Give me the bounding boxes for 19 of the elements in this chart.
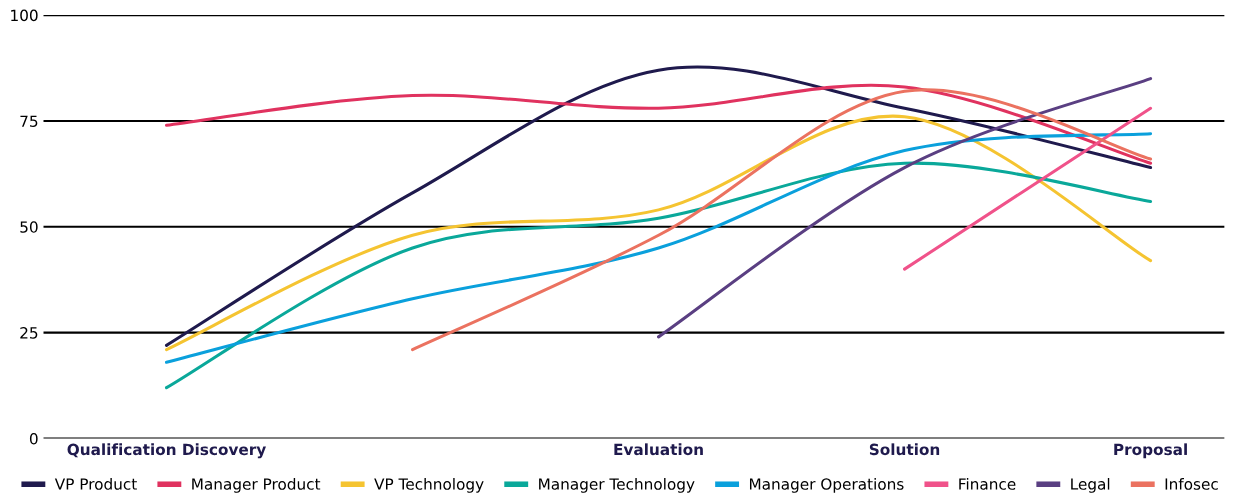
x-tick-label: Solution bbox=[869, 443, 940, 456]
legend-label: Manager Operations bbox=[749, 477, 904, 493]
line-series bbox=[164, 161, 1153, 390]
legend-label: Manager Product bbox=[192, 477, 321, 493]
legend-label: Legal bbox=[1071, 477, 1110, 493]
legend-label: VP Product bbox=[54, 477, 137, 490]
y-tick-label: 25 bbox=[20, 327, 38, 339]
y-tick-label: 50 bbox=[20, 221, 38, 233]
y-tick-label: 75 bbox=[20, 115, 38, 127]
legend-label: Manager Technology bbox=[539, 477, 695, 493]
y-tick-label: 100 bbox=[11, 9, 38, 22]
x-tick-label: Qualification Discovery bbox=[67, 443, 266, 459]
legend-label: Infosec bbox=[1165, 477, 1218, 490]
legend-label: VP Technology bbox=[374, 477, 484, 493]
line-series bbox=[410, 88, 1153, 352]
x-tick-label: Evaluation bbox=[614, 443, 703, 456]
x-tick-label: Proposal bbox=[1114, 443, 1187, 459]
legend-label: Finance bbox=[959, 477, 1016, 490]
y-tick-label: 0 bbox=[29, 432, 38, 445]
